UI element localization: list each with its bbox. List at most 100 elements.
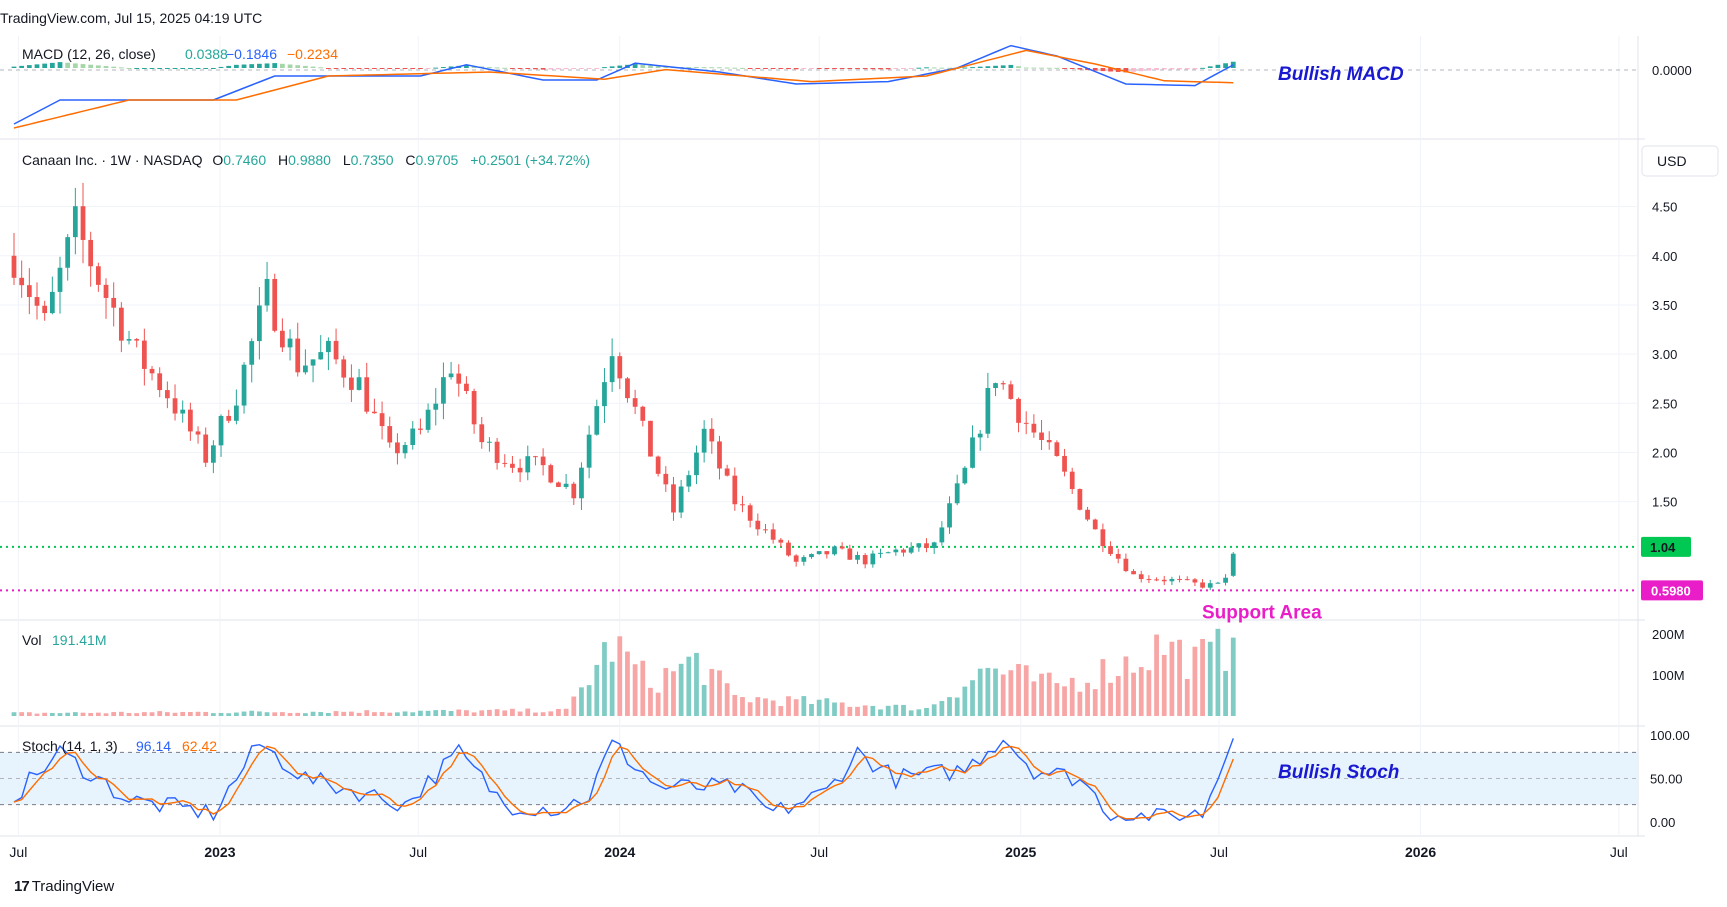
volume-bar (924, 707, 929, 716)
macd-histogram-bar (448, 66, 454, 68)
candle-body (594, 406, 600, 435)
macd-histogram-bar (195, 68, 201, 69)
macd-histogram-bar (134, 68, 140, 69)
macd-histogram-bar (931, 67, 937, 69)
footer-brand[interactable]: 17 TradingView (14, 878, 114, 895)
candle-body (1207, 583, 1213, 588)
candle-body (34, 297, 40, 306)
candle-body (893, 549, 899, 553)
macd-histogram-bar (517, 68, 523, 69)
stoch-d-line (13, 745, 1234, 820)
volume-bar (49, 712, 55, 716)
volume-bar (88, 712, 94, 716)
candle-body (264, 278, 270, 306)
volume-bar (632, 664, 638, 716)
macd-histogram-bar (372, 68, 377, 69)
candle-body (640, 406, 646, 421)
volume-bar (663, 668, 669, 716)
macd-histogram-bar (34, 64, 40, 68)
volume-bar (916, 709, 922, 716)
candle-body (456, 373, 462, 384)
candle-body (402, 444, 408, 454)
candle-body (602, 382, 607, 407)
volume-bar (349, 711, 354, 716)
candle-body (901, 549, 906, 553)
candle-body (141, 340, 147, 369)
candle-body (671, 484, 676, 513)
price-tick-label: 2.50 (1652, 396, 1677, 411)
candle-body (755, 520, 761, 530)
macd-histogram-bar (341, 68, 347, 69)
candle-body (349, 377, 354, 390)
candle-body (295, 338, 301, 373)
volume-bar (763, 698, 768, 716)
candle-body (1146, 579, 1152, 581)
macd-histogram-bar (1154, 68, 1159, 71)
volume-bar (57, 713, 63, 716)
candle-body (617, 356, 623, 379)
volume-bar (249, 710, 255, 716)
volume-bar (172, 712, 178, 716)
stoch-k-value: 96.14 (136, 738, 171, 754)
candle-body (157, 373, 163, 391)
macd-histogram-bar (556, 68, 561, 70)
macd-signal-line (13, 49, 1234, 129)
candle-body (885, 552, 891, 554)
currency-badge[interactable] (1641, 145, 1719, 177)
candle-body (510, 463, 515, 468)
volume-bar (1131, 672, 1136, 716)
macd-histogram-bar (356, 68, 362, 69)
candle-body (1154, 579, 1159, 581)
volume-bar (1200, 639, 1205, 716)
candle-body (954, 483, 960, 504)
volume-bar (395, 712, 400, 716)
macd-histogram-bar (1039, 67, 1044, 69)
candle-body (387, 426, 393, 443)
price-axis-ticks: 4.50 4.00 3.50 3.00 2.50 2.00 1.50 (1652, 200, 1677, 510)
candle-body (655, 456, 661, 474)
macd-histogram-bar (11, 66, 17, 68)
volume-bar (694, 652, 699, 716)
macd-histogram-bar (763, 68, 768, 69)
volume-bar (1046, 672, 1052, 716)
volume-bar (333, 711, 339, 716)
candle-body (870, 553, 876, 565)
candle-body (448, 373, 454, 378)
candle-body (26, 285, 32, 298)
high-value: 0.9880 (288, 152, 331, 168)
change-value: +0.2501 (+34.72%) (470, 152, 590, 168)
macd-histogram-bar (249, 64, 255, 68)
volume-bar (356, 712, 362, 716)
candle-body (1000, 383, 1006, 385)
volume-bar (272, 712, 278, 716)
candle-body (571, 483, 577, 499)
candle-body (824, 551, 830, 555)
volume-bar (1031, 681, 1037, 716)
macd-histogram-bar (870, 68, 876, 70)
volume-bar (471, 712, 477, 716)
macd-histogram-bar (786, 68, 791, 70)
candle-body (172, 398, 178, 414)
candle-body (502, 462, 508, 464)
candle-body (525, 456, 531, 473)
candle-body (464, 383, 469, 392)
volume-bar (1000, 674, 1006, 716)
macd-histogram-bar (655, 66, 661, 68)
price-pane: 4.50 4.00 3.50 3.00 2.50 2.00 1.50 Canaan Inc.… (0, 145, 1719, 623)
macd-histogram-bar (395, 68, 400, 69)
volume-bar (740, 697, 745, 716)
macd-histogram-bar (724, 67, 730, 69)
candle-body (793, 555, 799, 562)
macd-histogram-bar (533, 68, 538, 70)
candle-body (11, 255, 17, 278)
volume-bars (11, 628, 1236, 716)
stoch-tick-0: 0.00 (1650, 815, 1675, 830)
volume-bar (747, 702, 753, 716)
macd-histogram-bar (295, 65, 301, 68)
time-axis-label: Jul (9, 844, 27, 860)
macd-histogram-bar (111, 66, 117, 68)
macd-histogram-bar (640, 64, 646, 68)
candle-body (517, 467, 523, 473)
macd-histogram-bar (264, 63, 270, 68)
